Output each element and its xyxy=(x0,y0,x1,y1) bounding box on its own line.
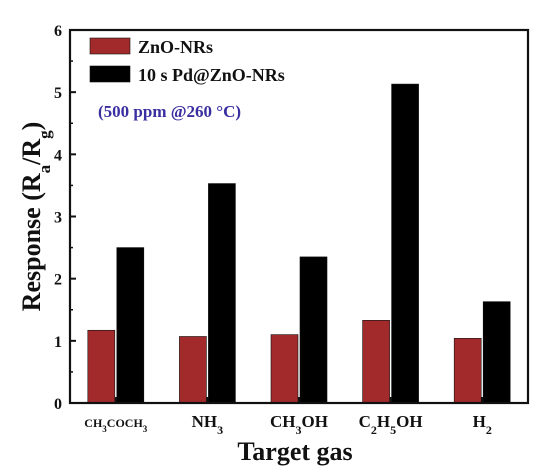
y-tick-label-2: 2 xyxy=(54,272,62,289)
bar-pd-zno-c2h5oh xyxy=(391,83,419,404)
x-axis-title: Target gas xyxy=(237,437,352,466)
bar-pd-zno-ch3oh xyxy=(299,256,328,404)
x-tick-label-h2: H2 xyxy=(473,412,492,437)
bar-zno-c2h5oh xyxy=(362,320,390,404)
legend-label-zno: ZnO-NRs xyxy=(138,37,213,57)
bar-zno-nh3 xyxy=(179,336,207,404)
legend-swatch-pd-zno xyxy=(89,65,131,83)
y-tick-label-3: 3 xyxy=(54,210,62,227)
y-tick-label-6: 6 xyxy=(54,23,62,40)
bar-pd-zno-nh3 xyxy=(208,183,236,404)
y-axis-title: Response (Ra/Rg) xyxy=(17,122,54,312)
condition-annotation: (500 ppm @260 °C) xyxy=(98,102,241,121)
y-tick-label-1: 1 xyxy=(54,334,62,351)
y-tick-label-5: 5 xyxy=(54,85,62,102)
y-tick-label-0: 0 xyxy=(54,396,62,413)
bar-zno-h2 xyxy=(453,338,482,404)
x-tick-label-ch3coch3: CH3COCH3 xyxy=(84,416,148,434)
bar-pd-zno-ch3coch3 xyxy=(116,247,145,404)
y-tick-label-4: 4 xyxy=(54,147,62,164)
x-tick-label-c2h5oh: C2H5OH xyxy=(359,412,423,437)
bar-zno-ch3coch3 xyxy=(87,329,116,404)
bar-pd-zno-h2 xyxy=(482,301,511,404)
x-tick-label-nh3: NH3 xyxy=(192,412,224,437)
bar-zno-ch3oh xyxy=(270,334,299,404)
legend-label-pd-zno: 10 s Pd@ZnO-NRs xyxy=(138,65,285,85)
x-tick-label-ch3oh: CH3OH xyxy=(270,412,328,437)
legend-swatch-zno xyxy=(89,37,131,55)
